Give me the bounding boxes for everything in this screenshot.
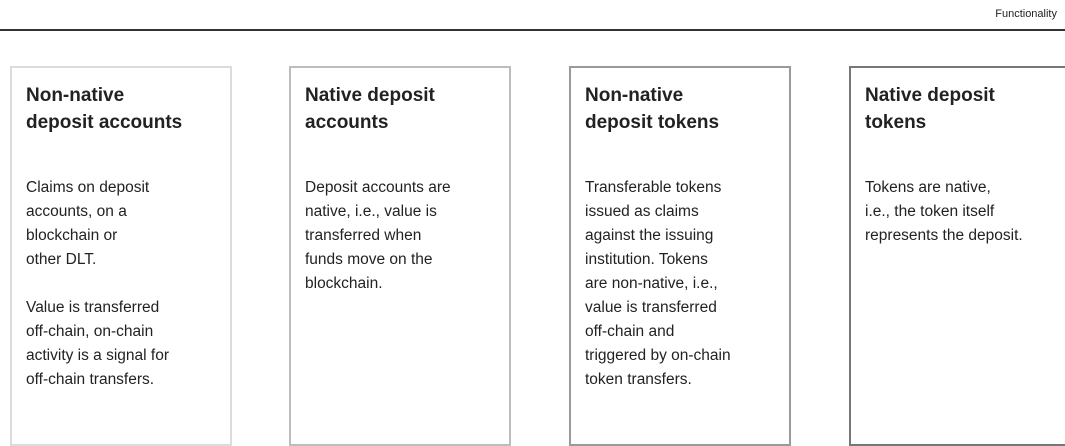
box-paragraph: Claims on deposit accounts, on a blockchai…: [26, 176, 230, 272]
text-line: Claims on deposit: [26, 179, 150, 196]
category-box: Non-native deposit tokens Transferable tok…: [569, 66, 791, 446]
text-line: other DLT.: [26, 251, 97, 268]
text-line: are non-native, i.e.,: [585, 275, 718, 292]
text-line: against the issuing: [585, 227, 714, 244]
text-line: blockchain or: [26, 227, 118, 244]
text-line: token transfers.: [585, 371, 692, 388]
box-paragraph: Deposit accounts are native, i.e., value …: [305, 176, 509, 296]
text-line: i.e., the token itself: [865, 203, 995, 220]
text-line: transferred when: [305, 227, 422, 244]
page: Functionality (() => { const data = JSON…: [0, 8, 1065, 446]
text-line: off-chain transfers.: [26, 371, 155, 388]
text-line: funds move on the: [305, 251, 433, 268]
text-line: off-chain, on-chain: [26, 323, 154, 340]
text-line: Value is transferred: [26, 299, 160, 316]
text-line: Deposit accounts are: [305, 179, 451, 196]
text-line: blockchain.: [305, 275, 383, 292]
text-line: off-chain and: [585, 323, 675, 340]
title-line: tokens: [865, 112, 927, 133]
box-title: Native deposit tokens: [865, 82, 1065, 176]
text-line: represents the deposit.: [865, 227, 1023, 244]
header-rule: [0, 29, 1065, 31]
header-title: Functionality: [995, 8, 1057, 20]
category-box: Native deposit tokens Tokens are native, i.…: [849, 66, 1065, 446]
text-line: institution. Tokens: [585, 251, 708, 268]
text-line: activity is a signal for: [26, 347, 169, 364]
box-paragraph: Tokens are native, i.e., the token itself…: [865, 176, 1065, 248]
text-line: Transferable tokens: [585, 179, 722, 196]
title-line: deposit tokens: [585, 112, 720, 133]
text-line: issued as claims: [585, 203, 699, 220]
title-line: deposit accounts: [26, 112, 183, 133]
title-line: Non-native: [585, 85, 684, 106]
title-line: Native deposit: [865, 85, 995, 106]
box-paragraph: Transferable tokens issued as claims again…: [585, 176, 789, 392]
title-line: Native deposit: [305, 85, 435, 106]
box-title: Non-native deposit accounts: [26, 82, 230, 176]
category-box: Native deposit accounts Deposit accounts a…: [289, 66, 511, 446]
text-line: triggered by on-chain: [585, 347, 731, 364]
text-line: native, i.e., value is: [305, 203, 437, 220]
text-line: value is transferred: [585, 299, 717, 316]
title-line: accounts: [305, 112, 389, 133]
text-line: Tokens are native,: [865, 179, 991, 196]
box-paragraph: Value is transferred off-chain, on-chain a…: [26, 296, 230, 392]
box-title: Native deposit accounts: [305, 82, 509, 176]
box-title: Non-native deposit tokens: [585, 82, 789, 176]
text-line: accounts, on a: [26, 203, 127, 220]
category-box: Non-native deposit accounts Claims on depo…: [10, 66, 232, 446]
title-line: Non-native: [26, 85, 125, 106]
